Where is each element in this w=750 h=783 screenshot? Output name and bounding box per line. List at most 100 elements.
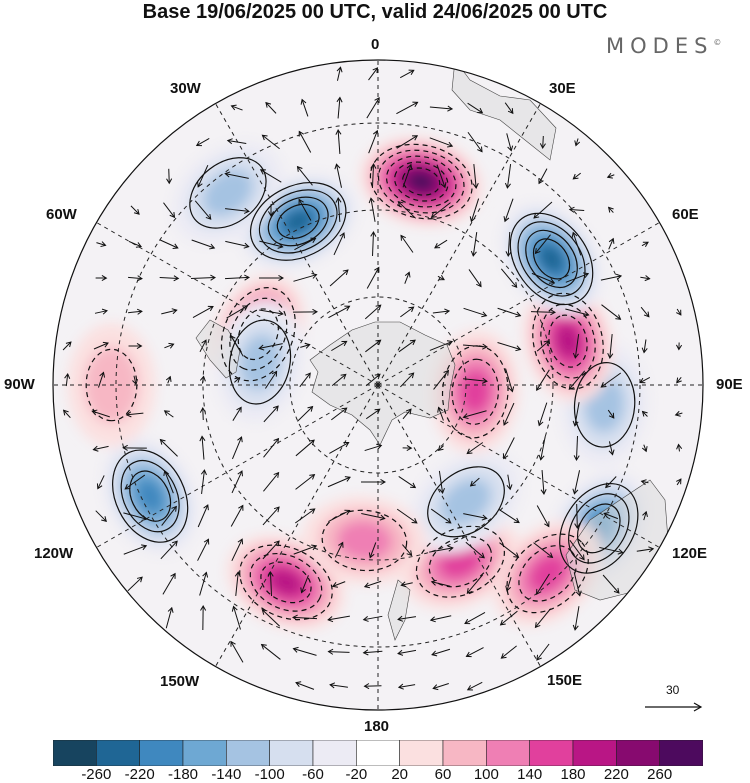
wind-vector-shaft xyxy=(599,546,623,554)
wind-vector-shaft xyxy=(128,276,142,280)
wind-vector xyxy=(538,168,548,185)
wind-vector xyxy=(500,268,518,289)
wind-vector-head xyxy=(137,275,143,282)
wind-vector-head xyxy=(159,438,166,445)
wind-vector-shaft xyxy=(294,237,316,251)
wind-vector-head xyxy=(582,272,590,279)
wind-vector-head xyxy=(310,237,317,243)
wind-vector-head xyxy=(603,512,610,518)
wind-vector-head xyxy=(234,571,241,578)
wind-vector xyxy=(365,339,382,353)
wind-vector xyxy=(568,206,585,213)
anomaly-fill xyxy=(439,545,481,579)
wind-vector xyxy=(536,505,550,528)
wind-vector-shaft xyxy=(97,475,105,489)
wind-vector-head xyxy=(466,588,473,594)
wind-vector-head xyxy=(125,411,132,418)
wind-vector xyxy=(504,164,512,189)
wind-vector-head xyxy=(172,243,179,250)
wind-vector xyxy=(95,510,107,523)
wind-vector-shaft xyxy=(402,544,412,556)
wind-vector xyxy=(123,512,148,521)
wind-vector-head xyxy=(536,654,542,661)
wind-vector-head xyxy=(447,105,454,112)
wind-vector-head xyxy=(197,181,203,188)
wind-vector-head xyxy=(607,206,614,213)
anomaly-contour xyxy=(385,155,457,208)
wind-vector xyxy=(331,581,346,588)
wind-vector-shaft xyxy=(160,540,178,560)
wind-vector xyxy=(293,544,318,555)
wind-vector-head xyxy=(375,304,382,311)
wind-vector-shaft xyxy=(328,651,350,653)
wind-vector xyxy=(260,643,281,660)
wind-vector xyxy=(603,512,619,520)
wind-vector-head xyxy=(295,681,302,687)
colorbar-bin xyxy=(572,740,617,766)
wind-vector-shaft xyxy=(329,269,349,287)
anomaly-contour xyxy=(506,533,589,614)
wind-vector-head xyxy=(141,544,148,551)
meridian-line xyxy=(215,384,379,667)
wind-vector-head xyxy=(477,107,484,114)
wind-vector-head xyxy=(273,405,279,412)
wind-vector-head xyxy=(173,275,180,282)
wind-vector-shaft xyxy=(163,202,175,218)
colorbar-tick-label: -140 xyxy=(211,766,242,783)
wind-vector xyxy=(565,272,590,283)
wind-vector xyxy=(505,231,512,257)
wind-vector xyxy=(400,306,415,318)
wind-vector-head xyxy=(503,216,510,223)
wind-vector xyxy=(225,207,250,214)
wind-vector-head xyxy=(202,571,209,578)
anomaly-contour xyxy=(237,308,279,361)
wind-vector-head xyxy=(572,420,579,427)
wind-vector-head xyxy=(171,308,178,315)
wind-vector-shaft xyxy=(466,574,484,594)
colorbar-tick-label: 220 xyxy=(603,766,629,783)
wind-vector-shaft xyxy=(500,268,518,288)
wind-vector-shaft xyxy=(575,435,579,461)
wind-vector-shaft xyxy=(231,470,243,494)
reference-vector-label: 30 xyxy=(666,683,680,697)
anomaly-contour xyxy=(509,212,594,306)
wind-vector xyxy=(265,101,277,114)
wind-vector xyxy=(536,369,550,392)
wind-vector xyxy=(263,405,279,423)
wind-vector-shaft xyxy=(600,372,622,388)
wind-vector-head xyxy=(307,405,314,412)
wind-vector-shaft xyxy=(298,199,312,221)
wind-vector xyxy=(571,231,582,256)
colorbar-bin xyxy=(312,740,357,766)
wind-vector-head xyxy=(296,165,303,172)
wind-vector-shaft xyxy=(463,410,487,418)
wind-vector-shaft xyxy=(371,163,375,189)
wind-vector xyxy=(328,305,351,319)
wind-vector xyxy=(161,308,178,315)
wind-vector-head xyxy=(163,410,170,416)
wind-vector xyxy=(437,406,444,421)
wind-vector xyxy=(498,508,520,524)
wind-vector-head xyxy=(642,510,648,518)
lon-label-30e: 30E xyxy=(549,80,576,97)
wind-vector xyxy=(497,307,522,318)
wind-vector xyxy=(327,476,351,488)
wind-vector xyxy=(568,370,586,390)
wind-vector-shaft xyxy=(162,573,176,595)
wind-vector-head xyxy=(644,275,651,282)
wind-vector-shaft xyxy=(297,406,313,422)
anomaly-contour xyxy=(517,221,586,297)
wind-vector xyxy=(329,441,350,454)
wind-vector-shaft xyxy=(123,545,147,555)
wind-vector-head xyxy=(572,624,579,631)
wind-vector-shaft xyxy=(230,335,244,357)
wind-vector xyxy=(676,478,682,486)
wind-vector-shaft xyxy=(432,310,450,314)
wind-vector xyxy=(164,342,175,349)
wind-vector-shaft xyxy=(429,137,453,147)
wind-vector xyxy=(163,469,174,494)
wind-vector-head xyxy=(534,248,541,255)
wind-vector-shaft xyxy=(293,648,317,656)
wind-vector-head xyxy=(292,614,298,621)
